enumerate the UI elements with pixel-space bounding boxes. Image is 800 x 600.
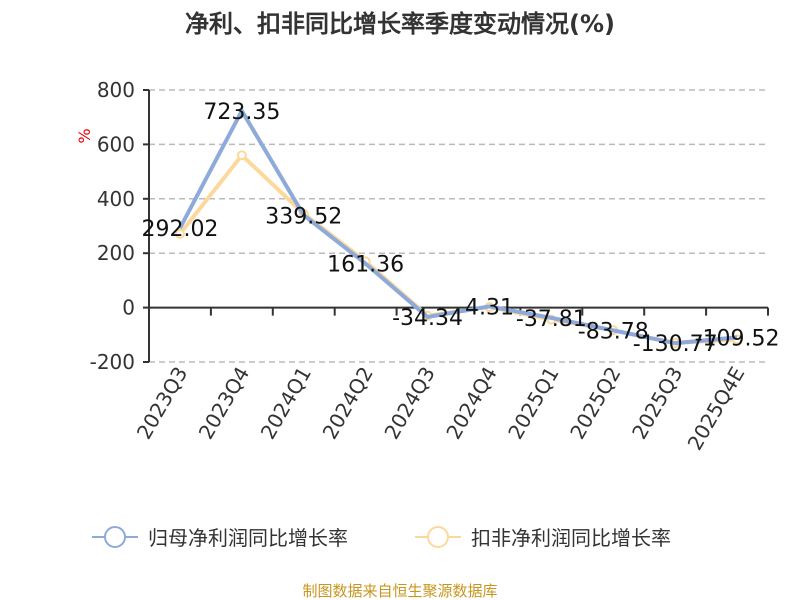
- data-label: 339.52: [265, 204, 342, 229]
- x-tick-label: 2025Q1: [503, 363, 563, 444]
- data-label: 292.02: [141, 217, 218, 242]
- legend-marker: [104, 526, 126, 548]
- data-label: 723.35: [203, 100, 280, 125]
- x-tick-label: 2025Q4E: [683, 363, 750, 455]
- y-tick-label: 600: [97, 132, 135, 156]
- data-point: [174, 228, 185, 239]
- x-tick-label: 2024Q1: [256, 363, 316, 444]
- legend-label[interactable]: 归母净利润同比增长率: [148, 526, 348, 550]
- data-label: 4.31: [465, 295, 514, 320]
- legend-marker: [427, 526, 449, 548]
- x-tick-label: 2025Q3: [627, 363, 687, 444]
- data-label: -37.81: [516, 307, 587, 332]
- x-tick-label: 2025Q2: [565, 363, 625, 444]
- data-label: -130.77: [633, 332, 718, 357]
- x-tick-label: 2024Q2: [318, 363, 378, 444]
- legend-label[interactable]: 扣非净利润同比增长率: [471, 526, 671, 550]
- y-tick-label: -200: [90, 350, 135, 374]
- y-axis-label: %: [75, 128, 94, 143]
- source-note: 制图数据来自恒生聚源数据库: [302, 582, 497, 600]
- x-tick-label: 2024Q3: [379, 363, 439, 444]
- series-line: [178, 106, 738, 346]
- chart-title: 净利、扣非同比增长率季度变动情况(%): [185, 10, 615, 38]
- data-label: 161.36: [327, 253, 404, 278]
- x-tick-label: 2024Q4: [441, 363, 501, 444]
- y-tick-label: 400: [97, 187, 135, 211]
- data-point: [236, 150, 247, 161]
- x-tick-label: 2023Q4: [194, 363, 254, 444]
- y-tick-label: 200: [97, 241, 135, 265]
- data-label: -83.78: [578, 319, 649, 344]
- y-tick-label: 0: [122, 296, 135, 320]
- y-tick-label: 800: [97, 78, 135, 102]
- x-tick-label: 2023Q3: [132, 363, 192, 444]
- data-label: -109.52: [695, 326, 780, 351]
- data-label: -34.34: [392, 306, 463, 331]
